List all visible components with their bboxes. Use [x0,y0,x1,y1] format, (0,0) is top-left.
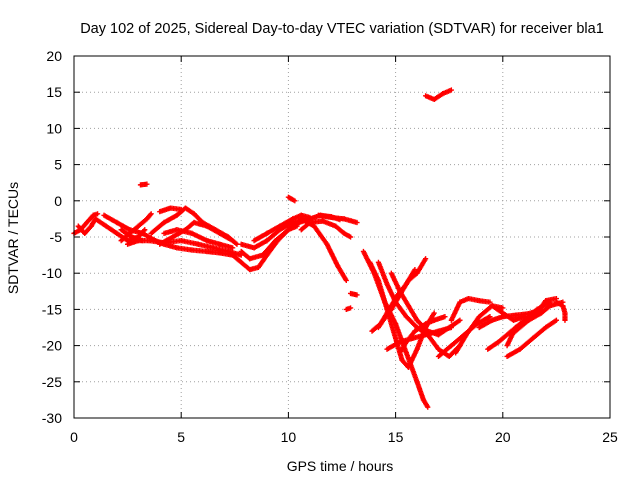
data-point [487,314,493,320]
data-point [412,266,418,273]
x-tick-label: 0 [70,429,78,445]
series-track-14 [238,223,300,262]
grid [74,56,610,418]
x-tick-label: 25 [602,429,618,445]
series-track-19 [298,216,349,284]
y-tick-labels: -30 -25 -20 -15 -10 -5 0 5 10 15 20 [42,48,62,426]
series-track-17 [285,194,298,204]
series-track-21 [347,290,360,298]
x-axis-label: GPS time / hours [287,458,394,474]
data-point [178,206,184,213]
y-tick-label: 10 [46,120,62,136]
data-point [425,404,431,410]
data-point [487,299,493,305]
series-track-40 [553,299,568,323]
series-track-1 [71,211,101,236]
data-point [343,277,349,284]
series-track-12 [137,181,150,188]
data-point [500,305,506,311]
series-track-9 [157,205,184,215]
series-track-11 [161,227,236,251]
data-point [148,211,154,217]
y-tick-label: -20 [42,338,62,354]
data-point [347,305,354,311]
data-point [448,324,454,331]
data-point [230,238,236,244]
data-point [147,212,153,218]
series-track-16 [251,212,313,244]
x-tick-label: 10 [281,429,297,445]
data-point [562,317,568,323]
data-point [442,314,448,320]
data-point [292,198,298,204]
data-point [142,227,148,233]
y-tick-label: 5 [54,157,62,173]
y-axis-label: SDTVAR / TECUs [5,182,21,294]
data-point [431,310,437,316]
data-point [448,87,454,93]
data-point [230,245,236,251]
data-point [347,234,354,240]
y-tick-label: 15 [46,84,62,100]
series-track-38 [504,299,566,349]
y-tick-label: -5 [50,229,63,245]
y-tick-label: -15 [42,301,62,317]
series-track-15 [238,216,309,251]
series-track-20 [315,212,360,226]
series-track-41 [423,87,454,103]
data-point [307,214,313,221]
data-point [144,181,150,187]
data-series [71,87,568,410]
x-tick-label: 15 [388,429,404,445]
y-tick-label: 0 [54,193,62,209]
y-tick-label: -30 [42,410,62,426]
series-track-39 [508,295,559,338]
data-point [140,238,146,244]
data-point [553,317,559,323]
series-track-28 [375,266,418,331]
y-tick-label: -10 [42,265,62,281]
series-track-35 [476,306,544,331]
data-point [423,256,429,262]
series-track-33 [448,295,493,323]
data-point [294,223,300,229]
series-track-22 [343,305,354,312]
data-point [94,211,101,217]
y-tick-label: 20 [46,48,62,64]
x-tick-label: 20 [495,429,511,445]
data-point [354,219,360,226]
data-point [457,317,463,323]
x-tick-labels: 0 5 10 15 20 25 [70,429,618,445]
series-track-30 [384,324,454,352]
chart-title: Day 102 of 2025, Sidereal Day-to-day VTE… [80,21,604,37]
axis-ticks [73,55,611,419]
series-track-7 [118,227,146,244]
x-tick-label: 5 [177,429,185,445]
data-point [354,292,360,298]
series-track-37 [504,317,559,360]
y-tick-label: -25 [42,374,62,390]
